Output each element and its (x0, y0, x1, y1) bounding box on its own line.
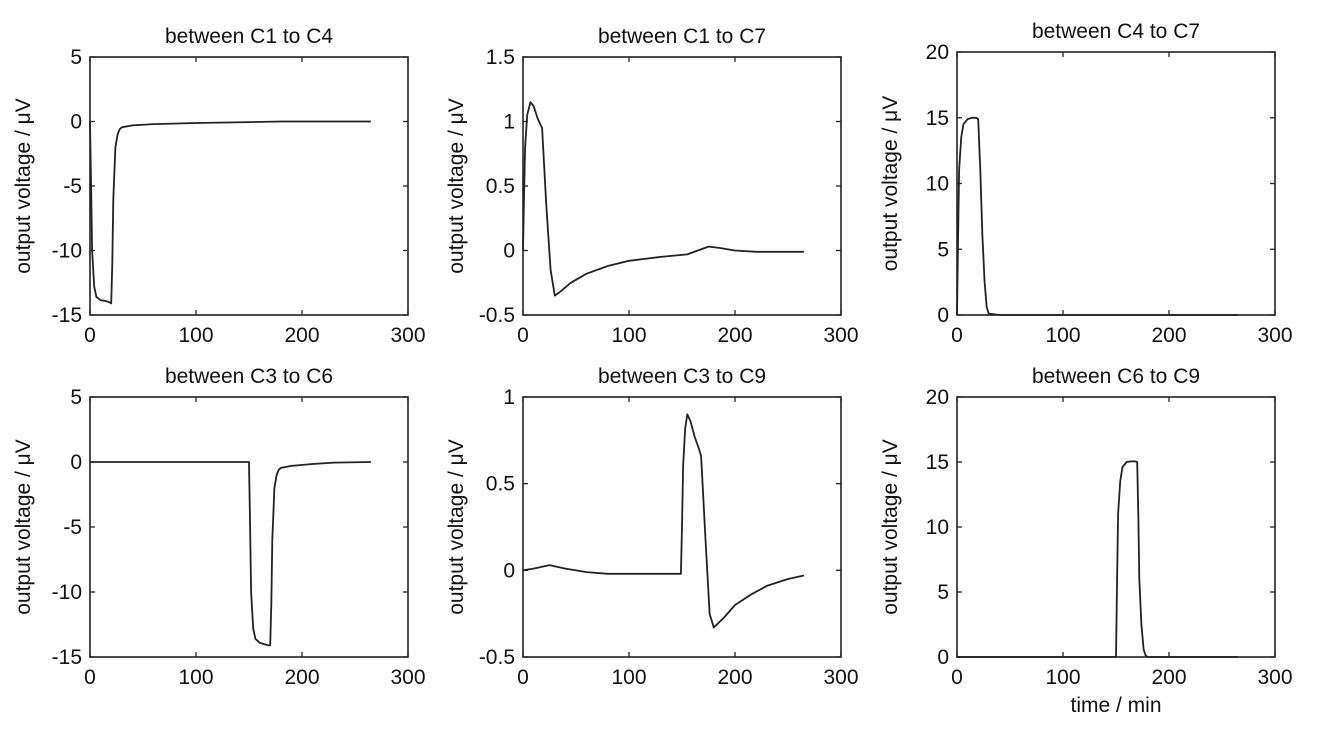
series-line (89, 120, 371, 305)
x-tick-label: 0 (517, 666, 529, 689)
plot-frame (522, 396, 842, 658)
y-axis-label: output voltage / μV (445, 439, 468, 615)
y-tick-label: 15 (926, 107, 949, 130)
series-line (956, 116, 1238, 316)
y-tick-label: 0.5 (486, 473, 515, 496)
y-tick-label: 0.5 (486, 175, 515, 198)
plot-frame (89, 56, 409, 316)
x-tick-label: 200 (1151, 324, 1186, 347)
panel-6: between C6 to C9 0 100 200 300 20 15 10 5 0 output… (879, 365, 1293, 717)
y-axis-label: output voltage / μV (879, 96, 902, 272)
y-tick-label: -5 (63, 516, 82, 539)
y-tick-label: 0 (937, 646, 949, 669)
y-tick-label: 5 (70, 386, 82, 409)
series-line (522, 413, 805, 629)
x-tick-label: 0 (84, 666, 96, 689)
y-axis-label: output voltage / μV (879, 439, 902, 615)
x-tick-label: 200 (284, 324, 319, 347)
x-tick-label: 100 (1045, 666, 1080, 689)
y-tick-label: -0.5 (479, 304, 515, 327)
panel-title: between C3 to C9 (598, 365, 766, 388)
x-tick-label: 0 (84, 324, 96, 347)
plot-frame (89, 396, 409, 658)
y-tick-label: -15 (52, 646, 82, 669)
panel-2: between C1 to C70 100 200 3001.510.50-0.5ou… (445, 25, 859, 347)
y-tick-label: 5 (937, 581, 949, 604)
y-tick-label: -15 (52, 304, 82, 327)
x-tick-label: 0 (517, 324, 529, 347)
y-tick-label: 10 (926, 516, 949, 539)
x-tick-label: 200 (1151, 666, 1186, 689)
y-tick-label: 0 (503, 240, 515, 263)
plot-frame (522, 56, 842, 316)
x-tick-label: 300 (823, 666, 858, 689)
y-axis-label: output voltage / μV (12, 439, 35, 615)
y-tick-label: 20 (926, 386, 949, 409)
y-tick-label: 0 (503, 559, 515, 582)
x-tick-label: 300 (823, 324, 858, 347)
y-tick-label: 0 (70, 111, 82, 134)
y-tick-label: -0.5 (479, 646, 515, 669)
x-tick-label: 0 (951, 324, 963, 347)
x-tick-label: 300 (390, 324, 425, 347)
y-tick-label: 0 (70, 451, 82, 474)
x-tick-label: 100 (178, 666, 213, 689)
x-tick-label: 200 (717, 324, 752, 347)
y-tick-label: 1 (503, 386, 515, 409)
y-tick-label: 0 (937, 304, 949, 327)
y-tick-label: 5 (937, 238, 949, 261)
panel-title: between C6 to C9 (1032, 365, 1200, 388)
x-tick-label: 300 (1257, 324, 1292, 347)
panel-1: between C1 to C4 0 100 200 300 5 0 -5 -10 -15 outp… (12, 25, 426, 347)
x-tick-label: 100 (178, 324, 213, 347)
series-line (957, 460, 1238, 658)
y-tick-label: 1.5 (486, 46, 515, 69)
y-tick-label: 10 (926, 173, 949, 196)
panel-title: between C4 to C7 (1032, 20, 1200, 43)
panel-title: between C3 to C6 (165, 365, 333, 388)
panel-4: between C3 to C6 0 100 200 300 5 0 -5 -10 -15 outp… (12, 365, 426, 689)
panel-5: between C3 to C90 100 200 30010.50-0.5outpu… (445, 365, 859, 689)
x-tick-label: 100 (611, 324, 646, 347)
x-axis-label: time / min (1070, 694, 1161, 717)
y-tick-label: -10 (52, 240, 82, 263)
x-tick-label: 100 (611, 666, 646, 689)
y-tick-label: 5 (70, 46, 82, 69)
panel-3: between C4 to C7 0 100 200 300 20 15 10 5 0 output… (879, 20, 1293, 347)
panel-title: between C1 to C4 (165, 25, 333, 48)
series-line (90, 461, 371, 647)
x-tick-label: 0 (951, 666, 963, 689)
panel-title: between C1 to C7 (598, 25, 766, 48)
x-tick-label: 200 (717, 666, 752, 689)
y-axis-label: output voltage / μV (445, 98, 468, 274)
plot-frame (956, 51, 1276, 316)
y-tick-label: 15 (926, 451, 949, 474)
y-tick-label: -5 (63, 175, 82, 198)
y-tick-label: -10 (52, 581, 82, 604)
x-tick-label: 100 (1045, 324, 1080, 347)
x-tick-label: 200 (284, 666, 319, 689)
y-tick-label: 1 (503, 111, 515, 134)
y-axis-label: output voltage / μV (12, 98, 35, 274)
y-tick-label: 20 (926, 41, 949, 64)
x-tick-label: 300 (1257, 666, 1292, 689)
x-tick-label: 300 (390, 666, 425, 689)
series-line (522, 101, 804, 297)
